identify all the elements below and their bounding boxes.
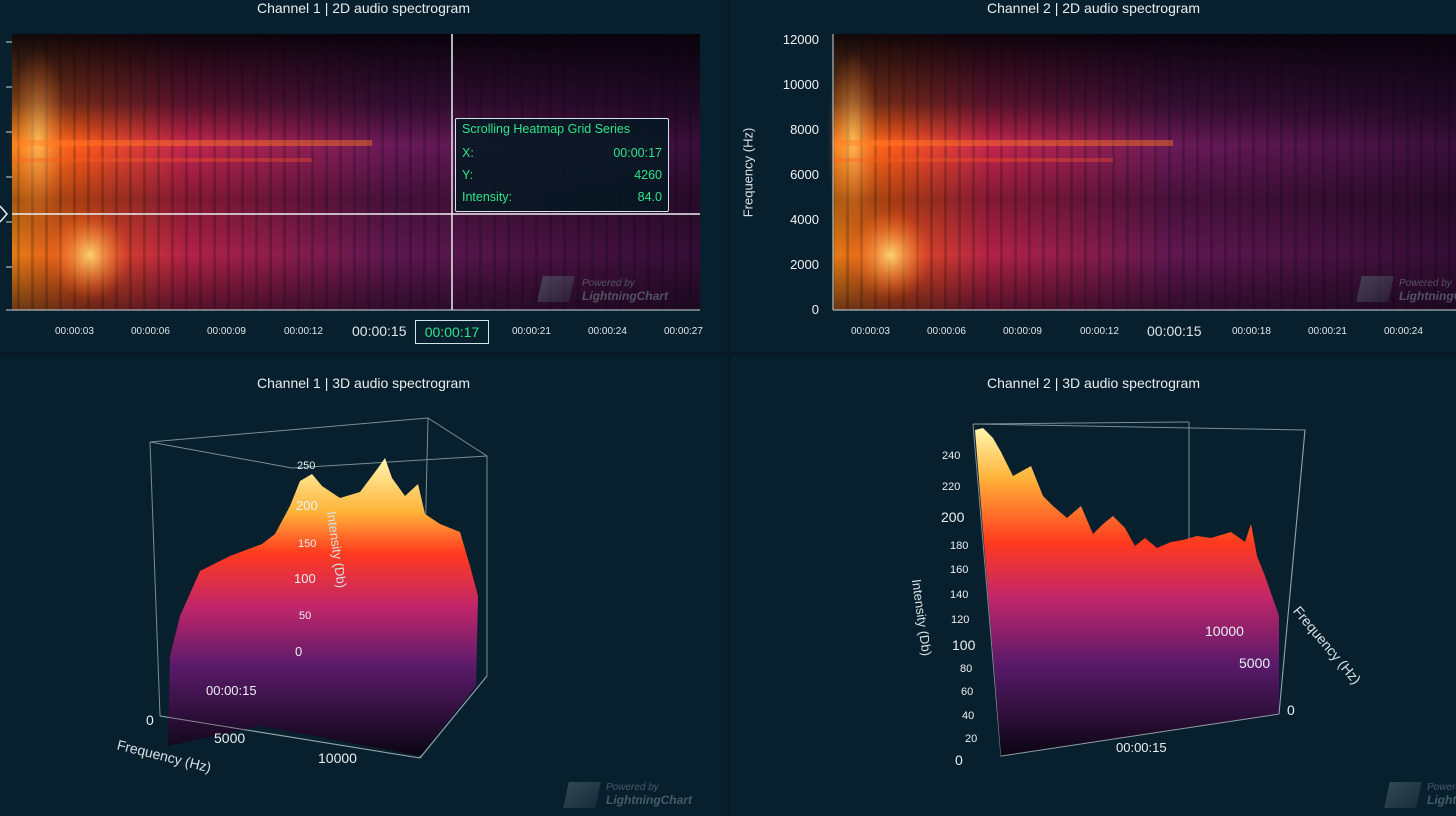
tooltip-intensity-label: Intensity: — [462, 190, 513, 204]
x-tick: 00:00:27 — [664, 326, 703, 337]
z-tick: 100 — [952, 637, 976, 653]
y-tick: 6000 — [790, 167, 819, 182]
y-tick: 0 — [811, 302, 819, 317]
tooltip-intensity-value: 84.0 — [637, 190, 662, 204]
lightningchart-logo-icon — [537, 276, 575, 302]
watermark: Powered by LightningChart — [1399, 278, 1456, 303]
x-tick: 00:00:15 — [352, 323, 407, 339]
heatmap-tooltip: Scrolling Heatmap Grid Series X: 00:00:1… — [455, 118, 669, 212]
tooltip-y-row: Y: 4260 — [462, 168, 662, 182]
watermark-line1: Powered by — [582, 278, 635, 289]
tooltip-y-value: 4260 — [634, 168, 662, 182]
freq-tick: 0 — [1287, 702, 1295, 718]
x-tick: 00:00:09 — [207, 326, 246, 337]
watermark-line2: LightningChart — [582, 289, 668, 303]
tooltip-x-row: X: 00:00:17 — [462, 146, 662, 160]
z-tick: 200 — [941, 509, 965, 525]
z-tick: 120 — [951, 614, 970, 626]
z-tick: 240 — [942, 450, 961, 462]
y-axis-label: Frequency (Hz) — [740, 127, 756, 218]
freq-tick: 10000 — [318, 750, 357, 766]
z-tick: 220 — [942, 481, 961, 493]
x-tick: 00:00:21 — [1308, 326, 1347, 337]
x-tick: 00:00:24 — [1384, 326, 1423, 337]
x-tick: 00:00:03 — [851, 326, 890, 337]
z-tick: 180 — [950, 540, 969, 552]
panel-title: Channel 1 | 3D audio spectrogram — [257, 375, 470, 391]
z-tick: 50 — [299, 610, 312, 622]
channel2-heatmap[interactable] — [731, 0, 1456, 352]
watermark-line1: Powered by — [1399, 278, 1452, 289]
x-tick: 00:00:06 — [927, 326, 966, 337]
x-tick: 00:00:21 — [512, 326, 551, 337]
panel-title: Channel 2 | 3D audio spectrogram — [987, 375, 1200, 391]
watermark: Powered by LightningChart — [606, 782, 692, 807]
x-tick: 00:00:12 — [1080, 326, 1119, 337]
x-tick: 00:00:24 — [588, 326, 627, 337]
z-tick: 20 — [965, 733, 978, 745]
watermark-line2: LightningChart — [1399, 289, 1456, 303]
panel-title: Channel 2 | 2D audio spectrogram — [987, 0, 1200, 16]
watermark-line1: Powered by — [606, 782, 659, 793]
time-label: 00:00:15 — [206, 683, 257, 698]
z-tick: 60 — [961, 686, 974, 698]
z-tick: 80 — [960, 663, 973, 675]
freq-tick: 10000 — [1205, 623, 1244, 639]
z-tick: 0 — [955, 752, 963, 768]
z-tick: 0 — [295, 644, 303, 659]
tooltip-intensity-row: Intensity: 84.0 — [462, 190, 662, 204]
y-tick: 2000 — [790, 257, 819, 272]
watermark-line2: LightningChart — [1427, 793, 1456, 807]
y-tick: 12000 — [782, 32, 819, 47]
channel1-2d-panel: Channel 1 | 2D audio spectrogram — [0, 0, 727, 352]
y-tick: 8000 — [790, 122, 819, 137]
channel1-3d-surface[interactable] — [0, 356, 727, 816]
tooltip-title: Scrolling Heatmap Grid Series — [462, 122, 631, 136]
freq-tick: 0 — [146, 712, 154, 728]
lightningchart-logo-icon — [1384, 782, 1422, 808]
x-tick: 00:00:18 — [1232, 326, 1271, 337]
x-tick: 00:00:03 — [55, 326, 94, 337]
tooltip-x-value: 00:00:17 — [613, 146, 662, 160]
lightningchart-logo-icon — [1356, 276, 1394, 302]
y-tick: 10000 — [782, 77, 819, 92]
tooltip-title-row: Scrolling Heatmap Grid Series — [462, 122, 662, 136]
freq-tick: 5000 — [1239, 655, 1271, 671]
x-tick: 00:00:06 — [131, 326, 170, 337]
tooltip-x-label: X: — [462, 146, 474, 160]
y-tick: 4000 — [790, 212, 819, 227]
watermark-line2: LightningChart — [606, 793, 692, 807]
watermark: Powered by LightningChart — [1427, 782, 1456, 807]
watermark: Powered by LightningChart — [582, 278, 668, 303]
watermark-line1: Powered by — [1427, 782, 1456, 793]
z-tick: 140 — [950, 589, 969, 601]
z-tick: 250 — [297, 460, 316, 472]
channel2-3d-surface[interactable] — [731, 356, 1456, 816]
z-tick: 150 — [298, 538, 317, 550]
z-tick: 40 — [962, 710, 975, 722]
x-tick: 00:00:12 — [284, 326, 323, 337]
channel2-3d-panel: Channel 2 | 3D audio spectrogram 240 220… — [731, 356, 1456, 816]
x-tick: 00:00:09 — [1003, 326, 1042, 337]
cursor-x-value: 00:00:17 — [415, 320, 489, 344]
z-tick: 160 — [950, 564, 969, 576]
lightningchart-logo-icon — [563, 782, 601, 808]
freq-tick: 5000 — [214, 730, 246, 746]
channel1-3d-panel: Channel 1 | 3D audio spectrogram 250 200 — [0, 356, 727, 816]
tooltip-y-label: Y: — [462, 168, 474, 182]
time-label: 00:00:15 — [1116, 740, 1167, 755]
z-tick: 200 — [296, 498, 318, 513]
z-tick: 100 — [294, 571, 316, 586]
panel-title: Channel 1 | 2D audio spectrogram — [257, 0, 470, 16]
channel2-2d-panel: Channel 2 | 2D audio spectrogram — [731, 0, 1456, 352]
x-tick: 00:00:15 — [1147, 323, 1202, 339]
